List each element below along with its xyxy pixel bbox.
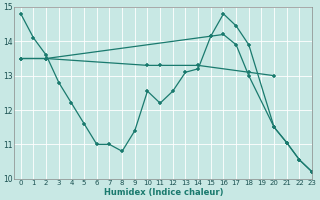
- X-axis label: Humidex (Indice chaleur): Humidex (Indice chaleur): [104, 188, 223, 197]
